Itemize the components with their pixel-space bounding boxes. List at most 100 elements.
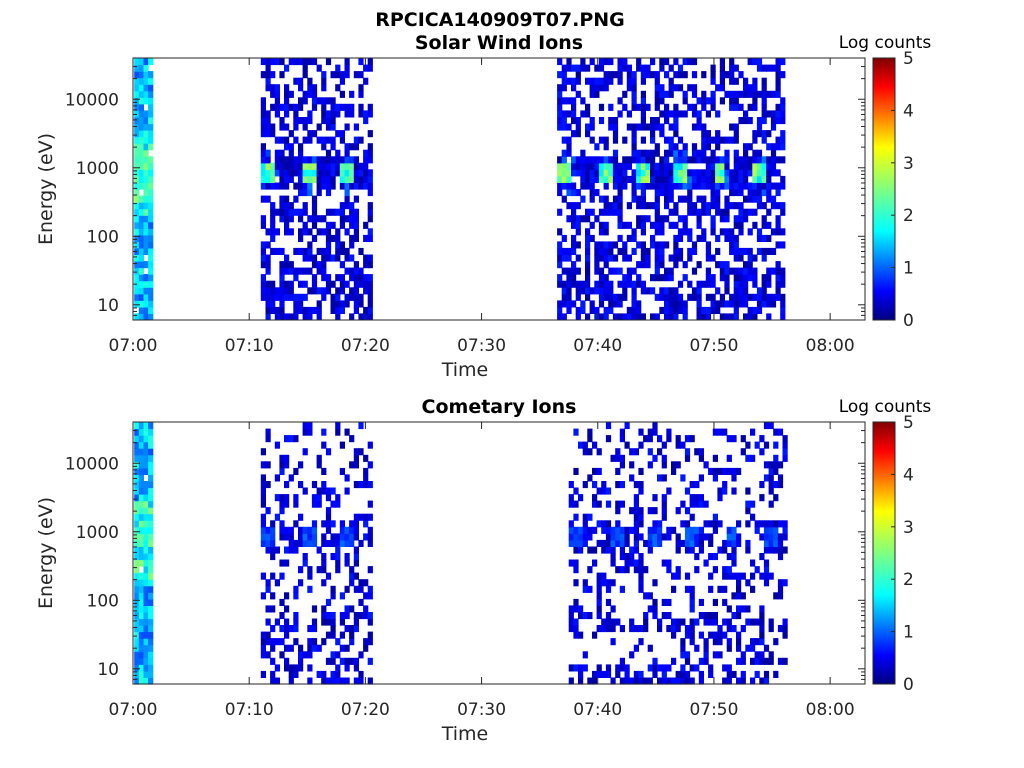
heatmap-cell — [759, 612, 765, 620]
heatmap-cell — [691, 293, 698, 301]
heatmap-cell — [710, 215, 716, 223]
heatmap-cell — [689, 494, 695, 502]
heatmap-cell — [316, 546, 322, 554]
heatmap-cell — [682, 313, 688, 321]
heatmap-cell — [302, 533, 308, 541]
heatmap-cell — [780, 136, 786, 144]
heatmap-cell — [284, 605, 290, 613]
heatmap-cell — [260, 175, 266, 183]
heatmap-cell — [575, 221, 581, 229]
heatmap-cell — [265, 254, 271, 262]
heatmap-cell — [773, 428, 779, 436]
heatmap-cell — [657, 474, 663, 482]
heatmap-cell — [325, 513, 332, 521]
heatmap-cell — [770, 267, 777, 275]
heatmap-cell — [640, 64, 646, 72]
heatmap-cell — [134, 539, 140, 547]
heatmap-cell — [148, 90, 154, 98]
heatmap-cell — [629, 553, 635, 561]
heatmap-cell — [321, 77, 327, 85]
heatmap-cell — [671, 618, 677, 626]
heatmap-cell — [288, 156, 294, 164]
heatmap-cell — [339, 287, 345, 295]
heatmap-cell — [325, 208, 332, 216]
heatmap-cell — [288, 90, 294, 98]
heatmap-cell — [650, 175, 656, 183]
heatmap-cell — [274, 513, 280, 521]
heatmap-cell — [274, 313, 280, 321]
heatmap-cell — [284, 546, 290, 554]
heatmap-cell — [367, 592, 373, 600]
heatmap-cell — [631, 149, 637, 157]
heatmap-cell — [640, 175, 646, 183]
heatmap-cell — [717, 467, 723, 475]
heatmap-cell — [766, 195, 772, 203]
heatmap-cell — [647, 435, 653, 443]
heatmap-cell — [353, 136, 359, 144]
heatmap-cell — [260, 156, 266, 164]
heatmap-cell — [619, 553, 625, 561]
heatmap-cell — [654, 313, 660, 321]
heatmap-cell — [138, 670, 144, 678]
heatmap-cell — [643, 625, 649, 633]
heatmap-cell — [605, 670, 612, 678]
heatmap-cell — [612, 136, 619, 144]
heatmap-cell — [288, 293, 294, 301]
heatmap-cell — [339, 618, 345, 626]
heatmap-cell — [626, 64, 632, 72]
heatmap-cell — [592, 546, 598, 554]
heatmap-cell — [307, 169, 313, 177]
heatmap-cell — [698, 500, 704, 508]
heatmap-cell — [339, 612, 345, 620]
heatmap-cell — [687, 175, 693, 183]
heatmap-cell — [353, 513, 359, 521]
heatmap-cell — [654, 103, 660, 111]
heatmap-cell — [615, 507, 621, 515]
heatmap-cell — [747, 162, 753, 170]
heatmap-cell — [654, 97, 660, 105]
heatmap-cell — [703, 618, 709, 626]
heatmap-cell — [138, 274, 144, 282]
heatmap-cell — [265, 280, 271, 288]
heatmap-cell — [654, 123, 660, 131]
heatmap-cell — [298, 300, 304, 308]
heatmap-cell — [766, 90, 772, 98]
heatmap-cell — [664, 267, 670, 275]
heatmap-cell — [353, 553, 359, 561]
heatmap-cell — [659, 215, 665, 223]
heatmap-cell — [747, 313, 753, 321]
heatmap-cell — [677, 293, 684, 301]
heatmap-cell — [335, 110, 341, 118]
heatmap-cell — [756, 189, 763, 197]
heatmap-cell — [694, 494, 700, 502]
heatmap-cell — [138, 677, 144, 685]
heatmap-cell — [687, 103, 693, 111]
heatmap-cell — [582, 664, 588, 672]
heatmap-cell — [766, 130, 772, 138]
heatmap-cell — [608, 306, 614, 314]
heatmap-cell — [138, 539, 144, 547]
heatmap-cell — [722, 618, 728, 626]
heatmap-cell — [557, 182, 563, 190]
heatmap-cell — [673, 241, 679, 249]
heatmap-cell — [777, 657, 784, 665]
heatmap-cell — [747, 156, 753, 164]
heatmap-cell — [722, 677, 728, 685]
heatmap-cell — [782, 533, 788, 541]
heatmap-cell — [740, 670, 746, 678]
heatmap-cell — [610, 618, 616, 626]
heatmap-cell — [743, 84, 749, 92]
heatmap-cell — [650, 117, 656, 125]
heatmap-cell — [344, 162, 350, 170]
heatmap-cell — [777, 579, 784, 587]
heatmap-cell — [633, 481, 639, 489]
heatmap-cell — [325, 189, 332, 197]
heatmap-cell — [710, 71, 716, 79]
heatmap-cell — [148, 117, 154, 125]
heatmap-cell — [780, 267, 786, 275]
heatmap-cell — [626, 156, 632, 164]
colorbar-tick-label: 3 — [903, 518, 914, 538]
heatmap-cell — [325, 156, 332, 164]
heatmap-cell — [766, 64, 772, 72]
heatmap-cell — [284, 208, 290, 216]
